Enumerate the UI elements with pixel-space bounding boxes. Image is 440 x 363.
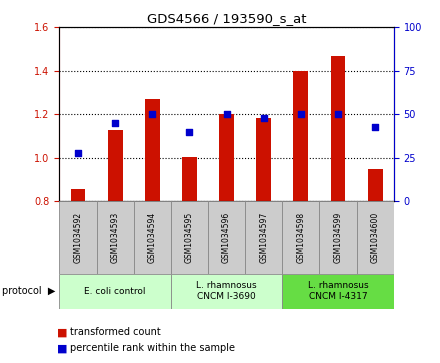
Text: transformed count: transformed count <box>70 327 161 337</box>
Bar <box>368 169 383 201</box>
Point <box>74 150 81 156</box>
Bar <box>171 274 282 309</box>
Text: GSM1034599: GSM1034599 <box>334 212 343 264</box>
Point <box>149 111 156 117</box>
Title: GDS4566 / 193590_s_at: GDS4566 / 193590_s_at <box>147 12 306 25</box>
Text: ■: ■ <box>57 327 68 337</box>
Text: GSM1034597: GSM1034597 <box>259 212 268 264</box>
Bar <box>319 201 357 274</box>
Bar <box>59 274 171 309</box>
Bar <box>108 130 123 201</box>
Text: GSM1034600: GSM1034600 <box>371 212 380 264</box>
Text: L. rhamnosus
CNCM I-4317: L. rhamnosus CNCM I-4317 <box>308 281 368 301</box>
Text: GSM1034593: GSM1034593 <box>110 212 120 264</box>
Text: E. coli control: E. coli control <box>84 287 146 296</box>
Text: GSM1034594: GSM1034594 <box>148 212 157 264</box>
Bar <box>96 201 134 274</box>
Point <box>112 120 119 126</box>
Point <box>372 124 379 130</box>
Bar <box>59 201 96 274</box>
Text: protocol  ▶: protocol ▶ <box>2 286 55 296</box>
Point <box>334 111 341 117</box>
Text: GSM1034592: GSM1034592 <box>73 212 82 263</box>
Bar <box>134 201 171 274</box>
Bar <box>257 118 271 201</box>
Point <box>297 111 304 117</box>
Bar <box>282 274 394 309</box>
Bar <box>293 71 308 201</box>
Text: ■: ■ <box>57 343 68 354</box>
Bar <box>282 201 319 274</box>
Bar <box>145 99 160 201</box>
Point <box>186 129 193 135</box>
Bar <box>245 201 282 274</box>
Text: L. rhamnosus
CNCM I-3690: L. rhamnosus CNCM I-3690 <box>196 281 257 301</box>
Bar <box>70 189 85 201</box>
Bar <box>357 201 394 274</box>
Bar <box>219 114 234 201</box>
Point <box>260 115 267 121</box>
Text: GSM1034598: GSM1034598 <box>297 212 305 263</box>
Bar <box>330 56 345 201</box>
Bar <box>182 157 197 201</box>
Text: GSM1034596: GSM1034596 <box>222 212 231 264</box>
Bar <box>171 201 208 274</box>
Point <box>223 111 230 117</box>
Text: GSM1034595: GSM1034595 <box>185 212 194 264</box>
Text: percentile rank within the sample: percentile rank within the sample <box>70 343 235 354</box>
Bar <box>208 201 245 274</box>
